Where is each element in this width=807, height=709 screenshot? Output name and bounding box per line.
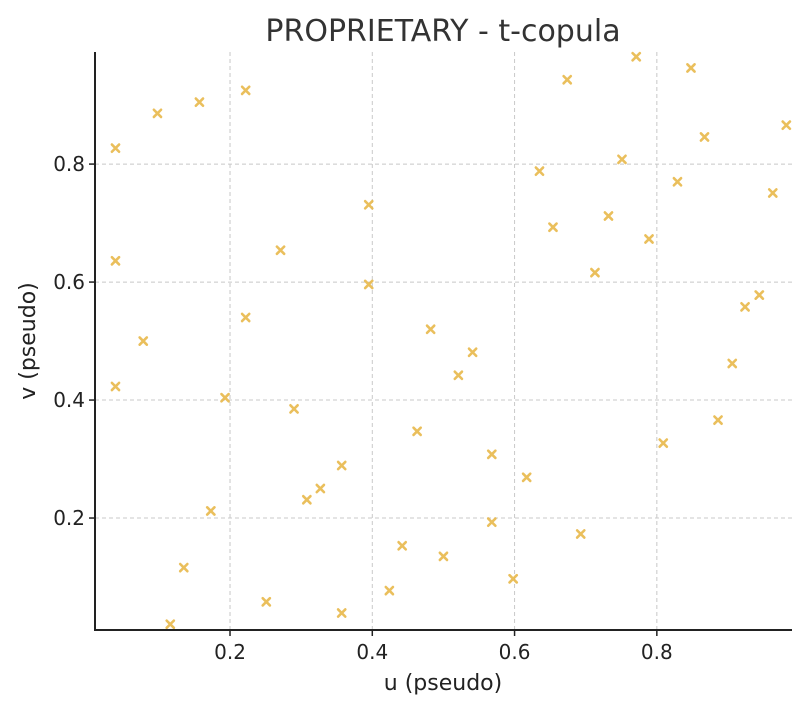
data-point bbox=[315, 483, 326, 494]
data-point bbox=[467, 347, 478, 358]
data-point bbox=[363, 199, 374, 210]
data-point bbox=[110, 255, 121, 266]
data-point bbox=[205, 506, 216, 516]
data-point bbox=[658, 438, 669, 449]
data-point bbox=[194, 97, 205, 108]
data-point bbox=[240, 312, 251, 323]
data-point bbox=[220, 392, 230, 403]
data-point bbox=[508, 573, 519, 584]
data-point bbox=[138, 336, 149, 346]
data-point bbox=[713, 415, 723, 426]
data-point bbox=[178, 562, 189, 573]
axis-ticks: 0.2 0.4 0.6 0.8 0.2 0.4 0.6 0.8 bbox=[53, 152, 673, 664]
y-tick-label: 0.4 bbox=[53, 388, 85, 412]
data-point bbox=[412, 426, 423, 437]
data-point bbox=[165, 619, 176, 630]
y-tick-label: 0.2 bbox=[53, 506, 85, 530]
data-point bbox=[110, 143, 121, 154]
data-point bbox=[672, 176, 683, 187]
data-point bbox=[240, 85, 251, 96]
data-point bbox=[631, 51, 642, 62]
data-point bbox=[548, 222, 558, 233]
data-point bbox=[521, 472, 532, 483]
data-point bbox=[384, 585, 395, 596]
x-tick-label: 0.8 bbox=[641, 640, 673, 664]
data-point bbox=[644, 234, 654, 244]
y-axis-label: v (pseudo) bbox=[16, 282, 41, 400]
data-point bbox=[425, 324, 436, 335]
data-point bbox=[754, 290, 765, 300]
data-point bbox=[397, 540, 408, 551]
y-tick-label: 0.6 bbox=[53, 270, 85, 294]
data-point bbox=[438, 551, 449, 562]
x-tick-label: 0.6 bbox=[499, 640, 531, 664]
x-tick-label: 0.4 bbox=[356, 640, 388, 664]
data-point bbox=[453, 370, 464, 381]
data-point bbox=[590, 267, 600, 278]
data-point bbox=[301, 494, 312, 505]
data-point bbox=[562, 74, 573, 85]
y-tick-label: 0.8 bbox=[53, 152, 85, 176]
data-point bbox=[699, 132, 710, 142]
data-point bbox=[336, 608, 347, 618]
data-point bbox=[686, 63, 696, 73]
data-point bbox=[575, 529, 586, 539]
data-point bbox=[261, 596, 272, 607]
data-point bbox=[727, 358, 738, 369]
data-point bbox=[152, 108, 163, 119]
data-point bbox=[336, 460, 347, 471]
data-point bbox=[534, 166, 545, 177]
data-point bbox=[275, 245, 286, 256]
data-point bbox=[486, 517, 497, 528]
data-point bbox=[289, 403, 299, 414]
grid bbox=[95, 52, 792, 630]
data-point bbox=[767, 188, 778, 198]
x-tick-label: 0.2 bbox=[214, 640, 246, 664]
data-points bbox=[110, 51, 792, 630]
data-point bbox=[617, 154, 627, 165]
x-axis-label: u (pseudo) bbox=[384, 671, 502, 696]
chart-title: PROPRIETARY - t-copula bbox=[265, 14, 620, 49]
data-point bbox=[781, 120, 792, 131]
data-point bbox=[603, 211, 614, 221]
data-point bbox=[110, 381, 121, 392]
data-point bbox=[363, 279, 374, 290]
data-point bbox=[740, 301, 750, 312]
data-point bbox=[486, 449, 497, 460]
